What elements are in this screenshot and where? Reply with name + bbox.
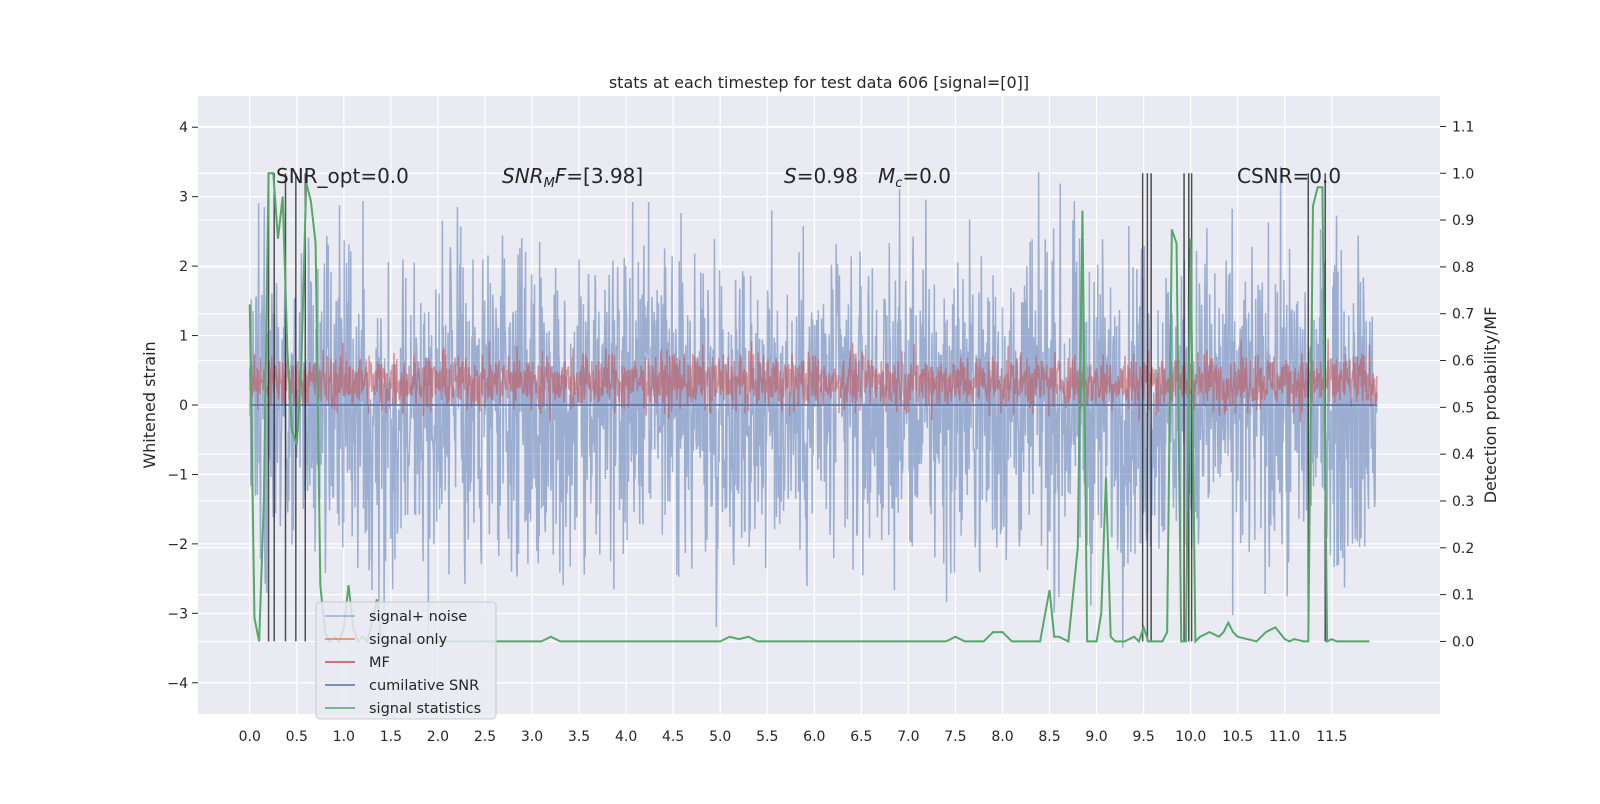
x-tick-label: 9.5	[1132, 729, 1154, 745]
x-tick-label: 3.5	[568, 729, 590, 745]
annotation-csnr: CSNR=0.0	[1237, 164, 1341, 188]
y2-tick-label: 1.1	[1452, 119, 1474, 135]
legend-label-signal-noise: signal+ noise	[369, 609, 467, 625]
y2-tick-label: 0.2	[1452, 541, 1474, 557]
x-tick-label: 11.5	[1316, 729, 1347, 745]
y2-tick-label: 1.0	[1452, 166, 1474, 182]
y2-tick-label: 0.3	[1452, 494, 1474, 510]
x-tick-label: 11.0	[1269, 729, 1300, 745]
x-tick-label: 0.5	[286, 729, 308, 745]
x-tick-label: 0.0	[239, 729, 261, 745]
x-tick-label: 8.0	[991, 729, 1013, 745]
annotation-mc: Mc=0.0	[878, 164, 951, 191]
y-tick-label: −2	[167, 537, 188, 553]
x-tick-label: 9.0	[1085, 729, 1107, 745]
y2-tick-label: 0.5	[1452, 400, 1474, 416]
x-tick-label: 2.0	[427, 729, 449, 745]
x-tick-label: 3.0	[521, 729, 543, 745]
legend-label-mf: MF	[369, 655, 390, 671]
y-tick-label: 1	[179, 329, 188, 345]
ticks: 0.0 0.5 1.0 1.5 2.0 2.5 3.0 3.5 4.0 4.5 5.0 5.5 6.0 6…	[167, 119, 1474, 745]
x-tick-label: 2.5	[474, 729, 496, 745]
annotation-snr-opt: SNR_opt=0.0	[276, 164, 409, 188]
x-tick-label: 7.0	[897, 729, 919, 745]
y2-tick-label: 0.0	[1452, 634, 1474, 650]
legend: signal+ noise signal only MF cumilative …	[315, 601, 497, 720]
y-tick-label: 2	[179, 259, 188, 275]
x-tick-label: 4.0	[615, 729, 637, 745]
y-tick-label: 0	[179, 398, 188, 414]
legend-box	[315, 601, 497, 720]
legend-label-cumulative-snr: cumilative SNR	[369, 678, 479, 694]
y2-tick-label: 0.8	[1452, 260, 1474, 276]
y2-tick-label: 0.1	[1452, 588, 1474, 604]
chart-title: stats at each timestep for test data 606…	[609, 73, 1029, 92]
x-tick-label: 5.0	[709, 729, 731, 745]
y-axis-title: Whitened strain	[140, 341, 159, 468]
x-tick-label: 4.5	[662, 729, 684, 745]
x-tick-label: 5.5	[756, 729, 778, 745]
legend-label-signal-only: signal only	[369, 632, 448, 648]
x-tick-label: 10.0	[1175, 729, 1206, 745]
y-tick-label: 3	[179, 190, 188, 206]
vertical-markers	[267, 173, 1326, 642]
y2-tick-label: 0.4	[1452, 447, 1474, 463]
x-tick-label: 6.5	[850, 729, 872, 745]
legend-label-signal-statistics: signal statistics	[369, 701, 481, 717]
annotation-s: S=0.98	[784, 164, 858, 188]
y2-tick-label: 0.9	[1452, 213, 1474, 229]
annotations: SNR_opt=0.0 SNRMF=[3.98] S=0.98 Mc=0.0 C…	[276, 164, 1341, 191]
y-tick-label: −4	[167, 676, 188, 692]
y-tick-label: −3	[167, 606, 188, 622]
x-tick-label: 6.0	[803, 729, 825, 745]
x-tick-label: 1.5	[380, 729, 402, 745]
y2-tick-label: 0.6	[1452, 354, 1474, 370]
annotation-snr-mf: SNRMF=[3.98]	[502, 164, 643, 191]
y-tick-label: −1	[167, 467, 188, 483]
x-tick-label: 7.5	[944, 729, 966, 745]
y-tick-label: 4	[179, 120, 188, 136]
y2-tick-label: 0.7	[1452, 307, 1474, 323]
x-tick-label: 10.5	[1222, 729, 1253, 745]
x-tick-label: 8.5	[1038, 729, 1060, 745]
x-tick-label: 1.0	[333, 729, 355, 745]
y2-axis-title: Detection probability/MF	[1481, 307, 1500, 504]
